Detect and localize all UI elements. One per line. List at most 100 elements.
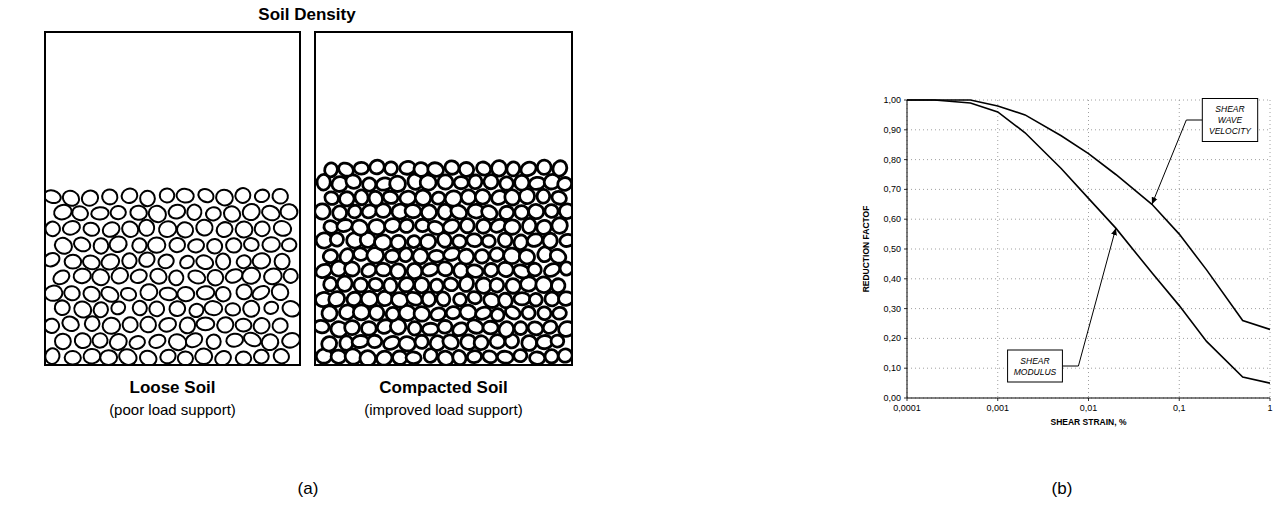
grain [80,188,101,208]
grain [91,206,109,220]
legend-label: SHEARMODULUS [1014,356,1057,377]
grain [375,349,394,365]
grain [280,331,300,350]
grain [541,319,559,336]
grain [73,267,92,284]
grid-line [907,249,1270,250]
grain [213,348,234,365]
grain [479,203,499,222]
grain [528,203,545,219]
grain [140,191,155,207]
grid-line [907,308,1270,309]
grain [93,238,108,254]
grain [178,254,196,271]
grain [177,286,195,301]
grain [169,237,186,253]
legend-line: WAVE [1218,115,1243,125]
grain [45,347,61,365]
grain [362,322,377,336]
grain [226,238,242,253]
tick-label: 0,001 [986,403,1009,413]
grain [65,255,82,269]
grain [271,187,289,205]
grain [389,234,407,252]
grain [177,351,193,365]
grain [491,308,505,322]
grain [120,186,140,205]
grain [406,351,422,364]
grain [207,334,221,349]
grain [130,205,148,221]
callouts: SHEARMODULUSSHEARWAVEVELOCITY [1008,99,1258,383]
grain [61,219,82,237]
grain [45,188,62,205]
grain [361,291,379,308]
grain [100,220,121,240]
box-caption: (improved load support) [364,401,522,418]
grid-line [907,100,908,398]
grain [551,159,569,178]
grain [263,300,280,315]
legend-line: SHEAR [1215,104,1244,114]
grain [196,187,216,205]
grain [177,315,197,335]
grain [99,252,121,272]
grain [368,277,385,292]
grain [474,160,493,178]
y-axis-title: REDUCTION FACTOF [861,206,871,293]
grain [216,253,231,270]
tick-label: 0,60 [883,214,901,224]
grain [504,219,521,234]
series-group [907,100,1270,383]
grain [537,189,551,204]
tick-label: 0,70 [883,184,901,194]
grain [466,233,483,248]
grains [315,158,572,365]
grain [215,315,235,335]
grain [281,238,297,252]
grain [131,299,149,318]
tick-label: 0,90 [883,125,901,135]
grain [482,235,496,248]
callout-box [1008,350,1063,382]
grain [323,161,339,178]
tick-label: 0,0001 [893,403,921,413]
grain [426,161,445,178]
grain [72,235,92,253]
grain [451,234,467,249]
grain [45,219,62,238]
grain [358,348,379,365]
grain [99,284,121,305]
grid-line [907,368,1270,369]
grain [388,174,407,193]
grain [168,269,185,286]
grain [474,189,491,206]
grain [147,332,167,350]
grain [196,285,215,300]
grain [339,191,355,207]
grain [233,186,253,205]
grains [45,186,300,365]
figure: Soil DensityLoose Soil(poor load support… [0,0,1284,510]
grid-line [997,100,998,398]
soil-box: Compacted Soil(improved load support) [312,32,577,418]
grain [559,203,572,219]
grain [129,268,149,285]
tick-label: 1 [1267,403,1272,413]
grain [214,187,235,207]
grain [336,161,355,179]
grain [121,315,140,333]
grain [422,323,439,336]
grain [332,205,348,221]
tick-label: 0,00 [883,393,901,403]
grain [368,218,386,235]
grain [83,348,102,365]
grain [452,292,468,308]
grain [556,176,572,192]
tick-label: 0,01 [1080,403,1098,413]
grain [368,335,382,348]
grain [236,351,252,365]
grain [458,249,474,264]
grain [514,293,530,305]
tick-label: 0,1 [1173,403,1186,413]
